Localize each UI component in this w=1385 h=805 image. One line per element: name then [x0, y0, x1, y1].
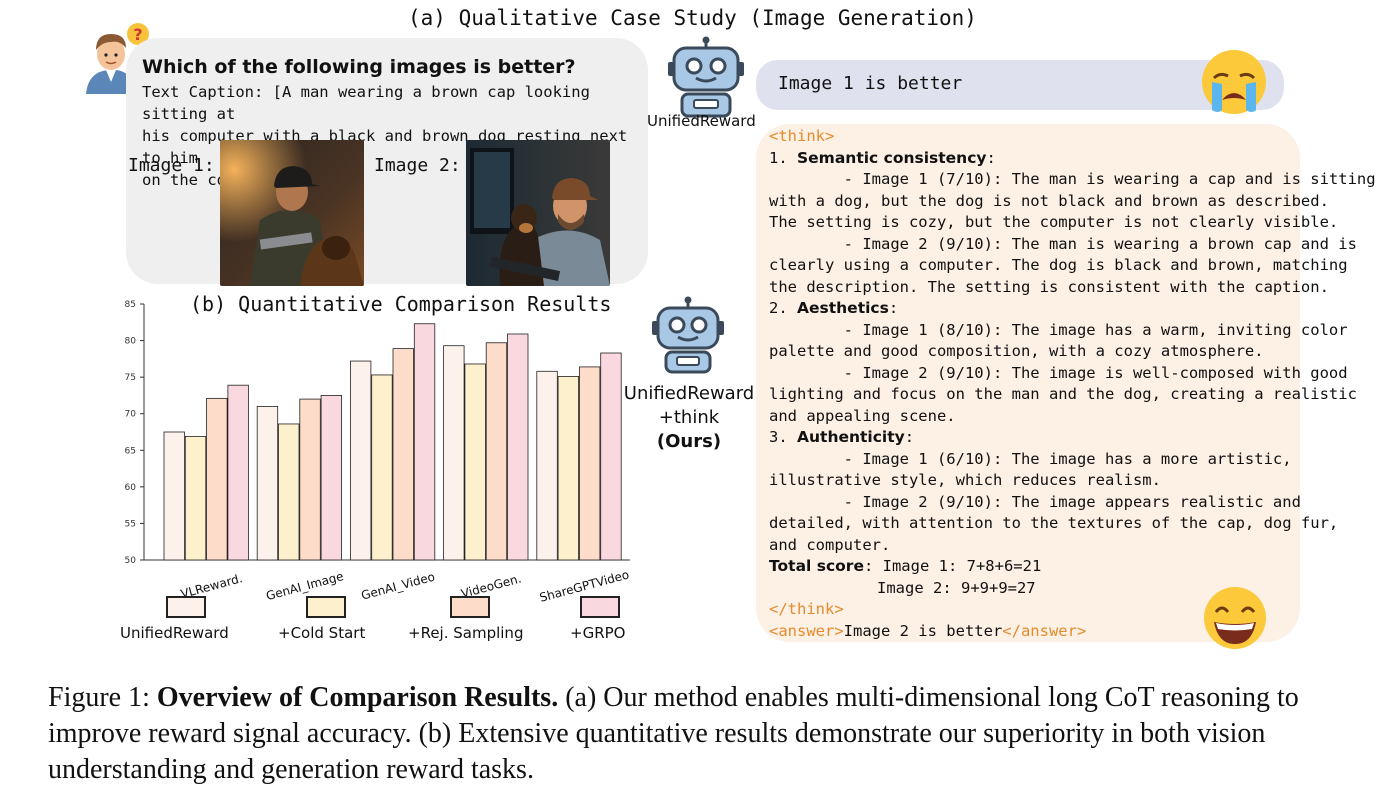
think-line: palette and good composition, with a coz…	[769, 342, 1264, 360]
panel-a-title: (a) Qualitative Case Study (Image Genera…	[408, 6, 977, 30]
bar	[320, 395, 343, 561]
total-score-line2: Image 2: 9+9+9=27	[877, 578, 1036, 597]
bar	[578, 366, 601, 561]
bar	[256, 406, 279, 561]
bar	[349, 360, 372, 561]
legend-swatch	[450, 596, 490, 618]
y-tick-label: 85	[125, 300, 136, 310]
robot-icon	[668, 36, 744, 118]
think-line: the description. The setting is consiste…	[769, 277, 1329, 296]
user-avatar-icon: ?	[86, 23, 149, 94]
image2-thumbnail	[466, 140, 610, 286]
think-line: - Image 1 (8/10): The image has a warm, …	[769, 320, 1348, 339]
y-tick-label: 50	[125, 556, 137, 566]
happy-emoji-icon	[1204, 587, 1266, 649]
bar	[299, 398, 321, 561]
legend-swatch	[306, 596, 346, 618]
think-line: and appealing scene.	[769, 406, 956, 425]
legend-label: UnifiedReward	[120, 624, 229, 642]
y-tick-label: 80	[125, 337, 137, 347]
caption-line: Text Caption: [A man wearing a brown cap…	[142, 83, 590, 123]
y-tick-label: 65	[125, 446, 136, 456]
y-tick-label: 60	[125, 483, 137, 493]
total-score: Total score: Image 1: 7+8+6=21	[769, 557, 1042, 575]
final-answer: <answer>Image 2 is better</answer>	[769, 621, 1087, 640]
caption-prefix: Figure 1:	[48, 682, 157, 713]
caption-bold: Overview of Comparison Results.	[156, 682, 559, 713]
bar	[600, 352, 622, 561]
answer-bubble	[756, 60, 1284, 110]
robot1-answer: Image 1 is better	[778, 73, 963, 94]
bar	[227, 384, 249, 561]
think-line: and computer.	[769, 535, 891, 554]
question-title: Which of the following images is better?	[142, 56, 576, 78]
image2-label: Image 2:	[374, 155, 461, 176]
legend-label: +GRPO	[570, 624, 626, 642]
bar	[392, 348, 414, 561]
think-line: The setting is cozy, but the computer is…	[769, 213, 1339, 231]
think-line: - Image 2 (9/10): The man is wearing a b…	[769, 234, 1357, 253]
robot2-label-line: UnifiedReward	[623, 383, 755, 404]
think-line: - Image 2 (9/10): The image appears real…	[769, 492, 1301, 511]
think-line: clearly using a computer. The dog is bla…	[769, 256, 1348, 274]
think-line: lighting and focus on the man and the do…	[769, 385, 1357, 403]
bar	[206, 397, 228, 561]
bar	[557, 376, 580, 561]
chart-title: (b) Quantitative Comparison Results	[190, 292, 612, 316]
bar	[278, 423, 300, 561]
think-line: detailed, with attention to the textures…	[769, 514, 1339, 532]
think-line: with a dog, but the dog is not black and…	[769, 191, 1329, 210]
image1-label: Image 1:	[128, 155, 215, 176]
bar	[443, 345, 465, 561]
bar	[371, 374, 393, 561]
robot2-label: UnifiedReward +think (Ours)	[618, 382, 760, 454]
bar	[464, 363, 486, 561]
bar	[163, 431, 185, 561]
bar	[485, 342, 508, 561]
y-tick-label: 70	[125, 410, 137, 420]
section-heading: 3. Authenticity:	[769, 428, 915, 446]
robot2-label-line: (Ours)	[656, 431, 722, 452]
figure-caption: Figure 1: Overview of Comparison Results…	[48, 680, 1348, 788]
legend-label: +Cold Start	[278, 624, 366, 642]
y-tick-label: 75	[125, 373, 136, 383]
think-content: <think> 1. Semantic consistency: - Image…	[769, 126, 1376, 642]
think-line: - Image 2 (9/10): The image is well-comp…	[769, 363, 1348, 382]
legend-swatch	[166, 596, 206, 618]
robot1-label: UnifiedReward	[647, 112, 756, 130]
bar	[536, 370, 558, 561]
section-heading: 2. Aesthetics:	[769, 299, 899, 317]
robot2-label-line: +think	[658, 407, 720, 428]
think-open-tag: <think>	[769, 127, 835, 145]
think-line: - Image 1 (7/10): The man is wearing a c…	[769, 170, 1376, 188]
section-heading: 1. Semantic consistency:	[769, 148, 996, 167]
think-line: - Image 1 (6/10): The image has a more a…	[769, 449, 1292, 468]
chart-legend: UnifiedReward +Cold Start +Rej. Sampling +G…	[100, 596, 660, 650]
legend-swatch	[580, 596, 620, 618]
think-line: illustrative style, which reduces realis…	[769, 471, 1161, 489]
y-tick-label: 55	[125, 519, 136, 529]
think-bubble	[756, 124, 1300, 642]
bar	[184, 435, 207, 561]
bar	[413, 323, 436, 561]
legend-label: +Rej. Sampling	[408, 624, 524, 642]
think-close-tag: </think>	[769, 600, 844, 618]
image1-thumbnail	[220, 140, 364, 286]
crying-emoji-icon	[1202, 50, 1266, 114]
bar	[507, 333, 529, 561]
svg-text:?: ?	[133, 25, 142, 44]
robot-icon	[652, 296, 724, 374]
caption-rest: (a) Our method enables multi-dimensional…	[48, 682, 1299, 785]
